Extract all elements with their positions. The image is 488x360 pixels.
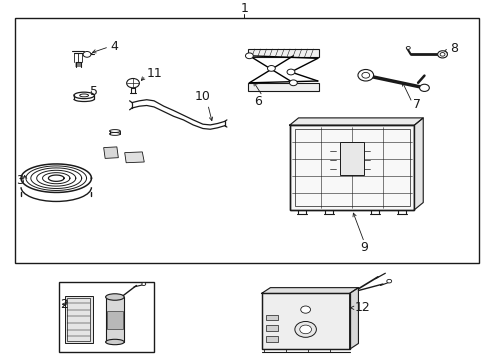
Text: 2: 2 xyxy=(61,298,68,311)
Circle shape xyxy=(83,51,91,57)
Text: 6: 6 xyxy=(253,95,261,108)
Bar xyxy=(67,298,90,341)
Circle shape xyxy=(361,72,369,78)
Circle shape xyxy=(437,51,447,58)
Text: 9: 9 xyxy=(360,241,367,254)
Polygon shape xyxy=(349,288,358,349)
Polygon shape xyxy=(124,152,144,163)
Bar xyxy=(265,325,277,331)
Text: 1: 1 xyxy=(240,3,248,15)
Ellipse shape xyxy=(105,339,124,345)
Ellipse shape xyxy=(105,294,124,300)
Bar xyxy=(247,49,318,57)
Bar xyxy=(64,296,93,343)
Circle shape xyxy=(267,66,275,71)
Bar xyxy=(59,282,154,352)
Text: 5: 5 xyxy=(90,85,98,98)
Text: 7: 7 xyxy=(412,98,420,111)
Circle shape xyxy=(286,69,294,75)
Polygon shape xyxy=(413,118,422,210)
Bar xyxy=(265,315,277,320)
Polygon shape xyxy=(26,166,86,190)
Circle shape xyxy=(386,279,391,283)
Circle shape xyxy=(299,325,311,334)
Bar xyxy=(15,18,478,263)
Polygon shape xyxy=(37,170,76,186)
Bar xyxy=(294,129,409,206)
Bar xyxy=(105,297,124,342)
Polygon shape xyxy=(289,118,422,125)
Bar xyxy=(265,336,277,342)
Circle shape xyxy=(357,69,373,81)
Ellipse shape xyxy=(74,92,94,99)
Circle shape xyxy=(294,321,316,337)
Bar xyxy=(107,310,122,328)
Ellipse shape xyxy=(109,132,120,135)
Text: 3: 3 xyxy=(17,174,24,186)
Circle shape xyxy=(289,80,297,86)
Text: 10: 10 xyxy=(195,90,210,103)
Bar xyxy=(247,83,318,91)
Text: 4: 4 xyxy=(110,40,118,53)
Polygon shape xyxy=(103,147,118,158)
Bar xyxy=(289,125,414,210)
Text: 11: 11 xyxy=(146,67,162,80)
Circle shape xyxy=(419,84,428,91)
Polygon shape xyxy=(42,173,70,184)
Bar xyxy=(339,142,364,175)
Bar xyxy=(261,293,349,349)
Circle shape xyxy=(126,78,139,88)
Polygon shape xyxy=(261,288,358,293)
Polygon shape xyxy=(48,175,64,181)
Bar xyxy=(261,293,349,349)
Circle shape xyxy=(439,53,444,56)
Ellipse shape xyxy=(80,94,88,97)
Text: 12: 12 xyxy=(354,301,369,314)
Polygon shape xyxy=(21,164,91,193)
Bar xyxy=(289,125,414,210)
Polygon shape xyxy=(31,168,81,189)
Ellipse shape xyxy=(109,130,120,132)
Text: 8: 8 xyxy=(449,42,457,55)
Circle shape xyxy=(406,46,409,49)
Circle shape xyxy=(300,306,310,313)
Circle shape xyxy=(245,53,253,59)
Circle shape xyxy=(142,283,145,285)
